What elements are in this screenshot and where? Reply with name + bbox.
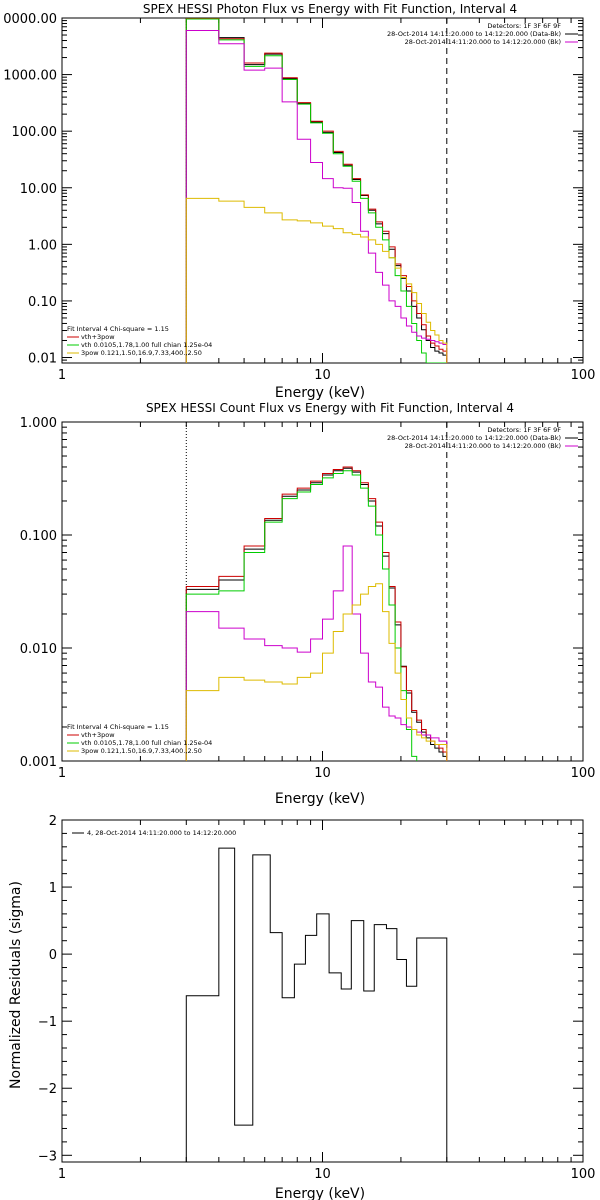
x-tick-label: 1 bbox=[58, 766, 66, 781]
y-tick-label: −3 bbox=[38, 1149, 57, 1164]
y-tick-label: 1.000 bbox=[20, 416, 57, 431]
x-tick-label: 10 bbox=[314, 766, 331, 781]
photon-panel-xlabel: Energy (keV) bbox=[275, 385, 365, 401]
y-tick-label: 0000.00 bbox=[3, 12, 57, 27]
residuals-panel: Energy (keV) Normalized Residuals (sigma… bbox=[8, 814, 595, 1200]
legend-label: Detectors: 1F 3F 6F 9F bbox=[487, 426, 561, 434]
x-tick-label: 100 bbox=[571, 368, 596, 383]
legend-label: 28-Oct-2014 14:11:20.000 to 14:12:20.000… bbox=[405, 442, 561, 450]
legend-label: Fit Interval 4 Chi-square = 1.15 bbox=[67, 723, 169, 731]
legend-label: Fit Interval 4 Chi-square = 1.15 bbox=[67, 325, 169, 333]
series-line-4 bbox=[185, 197, 448, 363]
legend-label: vth 0.0105,1.78,1.00 full chian 1.25e-04 bbox=[81, 341, 212, 349]
series-line-3 bbox=[185, 545, 448, 761]
photon-flux-panel: SPEX HESSI Photon Flux vs Energy with Fi… bbox=[3, 2, 596, 401]
x-tick-label: 100 bbox=[571, 766, 596, 781]
y-tick-label: 0 bbox=[49, 948, 57, 963]
series-line-2 bbox=[185, 18, 448, 363]
plot-frame bbox=[61, 17, 584, 364]
legend-label: 3pow 0.121,1.50,16.9,7.33,400.,2.50 bbox=[81, 349, 202, 357]
count-panel-title: SPEX HESSI Count Flux vs Energy with Fit… bbox=[146, 401, 514, 415]
plot-frame bbox=[61, 421, 584, 762]
y-tick-label: 0.10 bbox=[28, 295, 57, 310]
y-tick-label: 1000.00 bbox=[3, 69, 57, 84]
x-tick-label: 1 bbox=[58, 1167, 66, 1182]
series-line-1 bbox=[185, 18, 448, 363]
y-tick-label: 0.001 bbox=[20, 755, 57, 770]
legend-label: vth+3pow bbox=[81, 333, 115, 341]
y-tick-label: 100.00 bbox=[12, 125, 58, 140]
legend-label: 28-Oct-2014 14:11:20.000 to 14:12:20.000… bbox=[387, 434, 561, 442]
series-line-0 bbox=[185, 18, 448, 363]
y-tick-label: 0.01 bbox=[28, 352, 57, 367]
x-tick-label: 10 bbox=[314, 1167, 331, 1182]
series-line-0 bbox=[185, 847, 448, 1162]
legend-label: 28-Oct-2014 14:11:20.000 to 14:12:20.000… bbox=[387, 30, 561, 38]
y-tick-label: 2 bbox=[49, 814, 57, 829]
series-line-0 bbox=[185, 467, 448, 761]
y-tick-label: −2 bbox=[38, 1082, 57, 1097]
x-tick-label: 10 bbox=[314, 368, 331, 383]
legend-label: 28-Oct-2014 14:11:20.000 to 14:12:20.000… bbox=[405, 38, 561, 46]
legend-label: Detectors: 1F 3F 6F 9F bbox=[487, 22, 561, 30]
residual-panel-ylabel: Normalized Residuals (sigma) bbox=[8, 881, 24, 1089]
y-tick-label: 0.010 bbox=[20, 642, 57, 657]
legend-label: 4, 28-Oct-2014 14:11:20.000 to 14:12:20.… bbox=[87, 829, 236, 837]
x-tick-label: 1 bbox=[58, 368, 66, 383]
x-tick-label: 100 bbox=[571, 1167, 596, 1182]
legend-label: 3pow 0.121,1.50,16.9,7.33,400.,2.50 bbox=[81, 747, 202, 755]
residual-panel-xlabel: Energy (keV) bbox=[275, 1186, 365, 1200]
y-tick-label: −1 bbox=[38, 1015, 57, 1030]
count-flux-panel: SPEX HESSI Count Flux vs Energy with Fit… bbox=[20, 401, 596, 807]
legend-label: vth+3pow bbox=[81, 731, 115, 739]
y-tick-label: 10.00 bbox=[20, 182, 57, 197]
series-line-4 bbox=[185, 583, 448, 761]
count-panel-xlabel: Energy (keV) bbox=[275, 791, 365, 807]
photon-panel-title: SPEX HESSI Photon Flux vs Energy with Fi… bbox=[143, 2, 517, 16]
series-line-2 bbox=[185, 470, 418, 761]
y-tick-label: 1.00 bbox=[28, 238, 57, 253]
y-tick-label: 1 bbox=[49, 881, 57, 896]
plot-frame bbox=[61, 819, 584, 1163]
legend-label: vth 0.0105,1.78,1.00 full chian 1.25e-04 bbox=[81, 739, 212, 747]
series-line-3 bbox=[185, 30, 448, 363]
y-tick-label: 0.100 bbox=[20, 529, 57, 544]
